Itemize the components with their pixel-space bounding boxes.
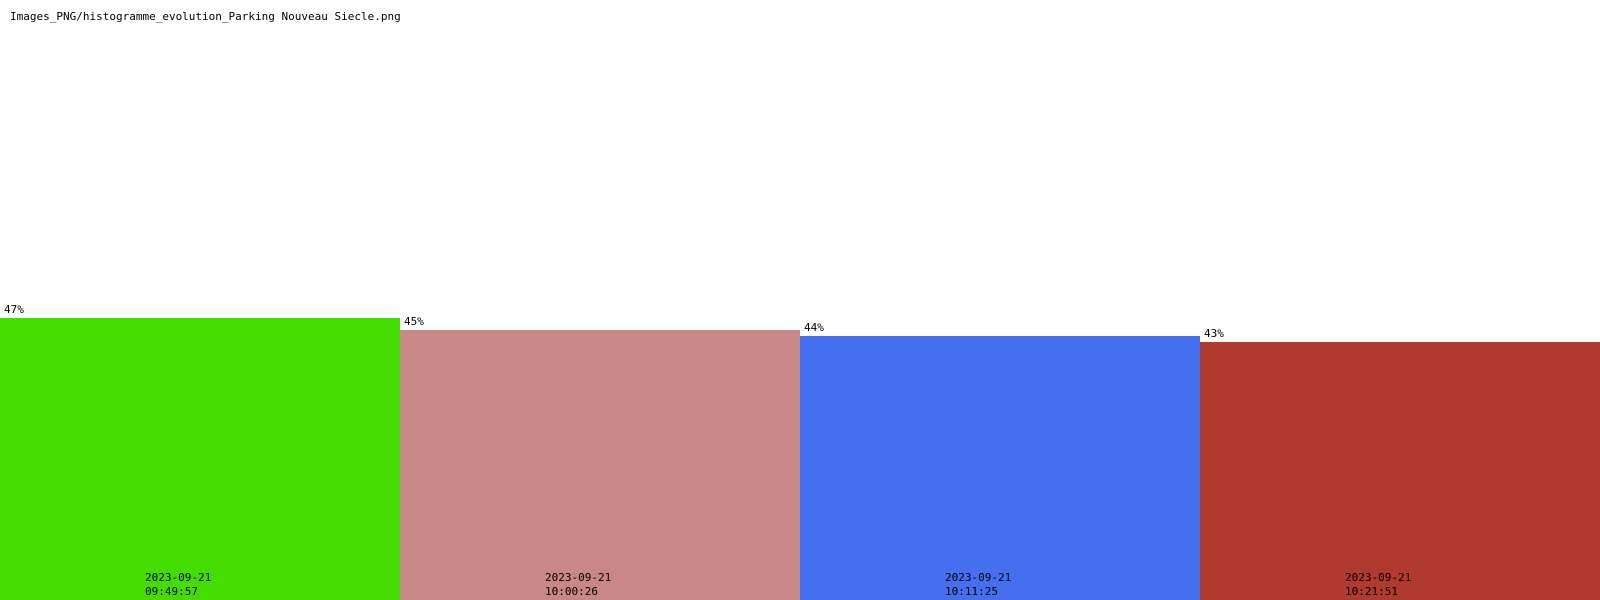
bar-value-label-2: 45% bbox=[404, 315, 424, 328]
bar-4 bbox=[1200, 342, 1600, 600]
x-tick-date-4: 2023-09-21 bbox=[1345, 571, 1411, 584]
x-tick-time-2: 10:00:26 bbox=[545, 585, 598, 598]
x-tick-date-3: 2023-09-21 bbox=[945, 571, 1011, 584]
chart-title: Images_PNG/histogramme_evolution_Parking… bbox=[10, 10, 401, 23]
x-tick-time-4: 10:21:51 bbox=[1345, 585, 1398, 598]
x-tick-date-1: 2023-09-21 bbox=[145, 571, 211, 584]
bar-value-label-1: 47% bbox=[4, 303, 24, 316]
x-tick-time-3: 10:11:25 bbox=[945, 585, 998, 598]
bar-2 bbox=[400, 330, 800, 600]
bar-value-label-3: 44% bbox=[804, 321, 824, 334]
x-tick-date-2: 2023-09-21 bbox=[545, 571, 611, 584]
bar-value-label-4: 43% bbox=[1204, 327, 1224, 340]
x-tick-time-1: 09:49:57 bbox=[145, 585, 198, 598]
bar-3 bbox=[800, 336, 1200, 600]
bar-1 bbox=[0, 318, 400, 600]
